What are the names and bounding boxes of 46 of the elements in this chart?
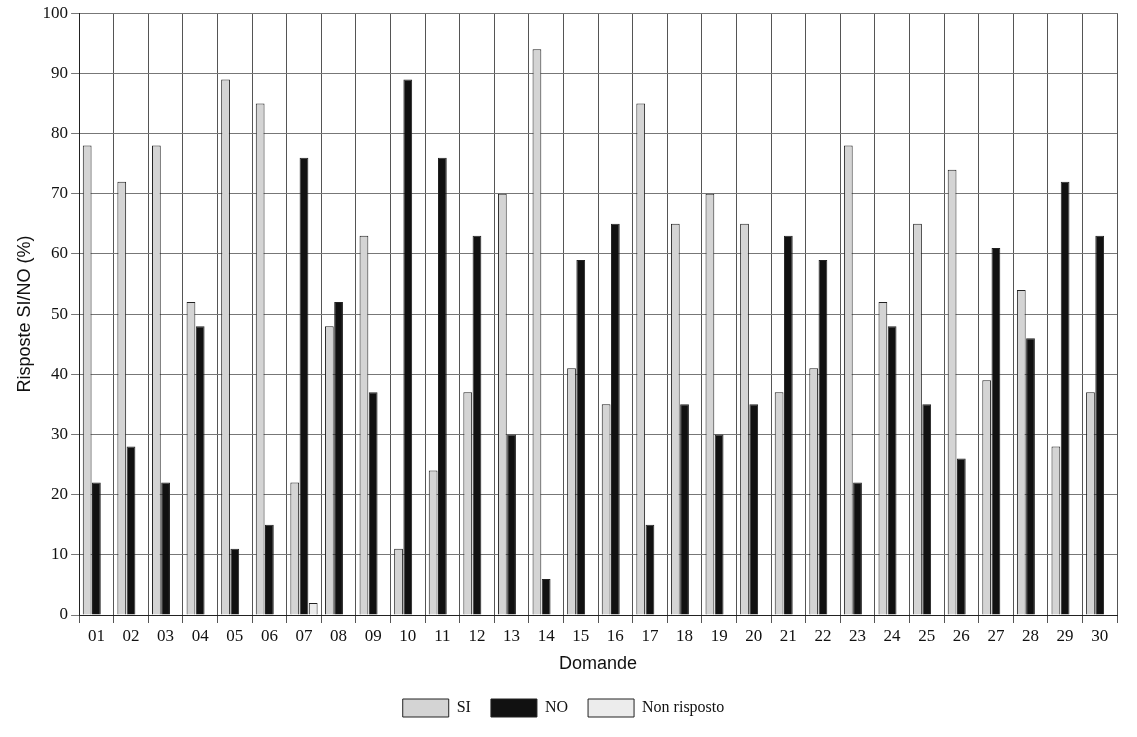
x-tick-label: 29 — [1056, 625, 1074, 645]
x-tick-label: 05 — [226, 625, 244, 645]
x-tick-label: 24 — [883, 625, 902, 645]
x-tick-label: 14 — [537, 625, 556, 645]
x-tick-label: 07 — [295, 625, 313, 645]
x-tick-label: 25 — [918, 625, 936, 645]
x-tick-label: 20 — [745, 625, 763, 645]
y-tick-label: 20 — [51, 484, 69, 504]
y-tick-label: 60 — [51, 243, 69, 263]
y-tick-label: 70 — [51, 183, 69, 203]
x-tick-label: 19 — [710, 625, 728, 645]
x-tick-label: 01 — [87, 625, 105, 645]
x-tick-label: 18 — [676, 625, 694, 645]
x-tick-label: 28 — [1022, 625, 1040, 645]
x-tick-label: 15 — [572, 625, 590, 645]
x-axis-title: Domande — [559, 653, 638, 674]
y-tick-label: 100 — [42, 2, 69, 22]
y-tick-label: 0 — [59, 604, 69, 624]
x-tick-label: 21 — [779, 625, 797, 645]
x-tick-label: 10 — [399, 625, 417, 645]
x-tick-label: 03 — [157, 625, 175, 645]
x-tick-label: 08 — [330, 625, 348, 645]
x-tick-label: 11 — [434, 625, 451, 645]
legend-label: Non risposto — [642, 698, 725, 717]
y-tick-label: 30 — [51, 423, 69, 443]
x-tick-label: 17 — [641, 625, 659, 645]
y-tick-label: 40 — [51, 363, 69, 383]
x-tick-label: 04 — [191, 625, 210, 645]
x-tick-label: 23 — [849, 625, 867, 645]
y-tick-label: 50 — [51, 303, 69, 323]
y-tick-label: 80 — [51, 123, 69, 143]
x-tick-label: 30 — [1091, 625, 1109, 645]
y-axis-title: Risposte SI/NO (%) — [13, 235, 34, 393]
legend-label: NO — [544, 698, 569, 716]
x-tick-label: 12 — [468, 625, 486, 645]
x-tick-label: 13 — [503, 625, 521, 645]
x-tick-label: 02 — [122, 625, 140, 645]
y-tick-label: 90 — [51, 62, 69, 82]
legend-label: SI — [456, 698, 471, 716]
y-tick-label: 10 — [51, 544, 69, 564]
x-tick-label: 26 — [952, 625, 970, 645]
x-tick-label: 09 — [364, 625, 382, 645]
x-tick-label: 16 — [606, 625, 624, 645]
x-tick-label: 22 — [814, 625, 832, 645]
x-tick-label: 27 — [987, 625, 1005, 645]
x-tick-label: 06 — [260, 625, 278, 645]
